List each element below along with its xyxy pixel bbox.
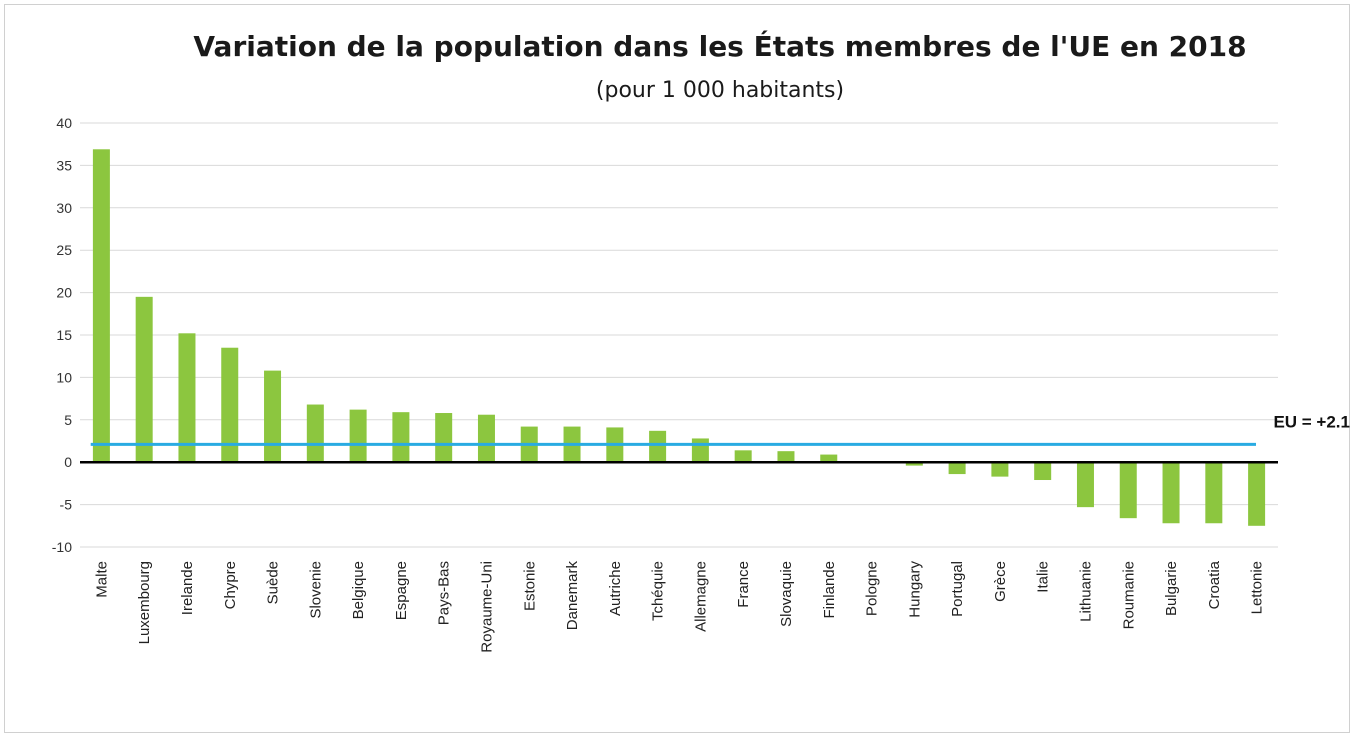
y-tick-label: 20: [56, 285, 72, 301]
bar: [221, 347, 239, 463]
bar: [991, 462, 1009, 477]
x-tick-label: France: [735, 561, 752, 608]
x-tick-label: Roumanie: [1120, 561, 1137, 629]
bar: [1119, 462, 1137, 519]
x-tick-label: Pays-Bas: [436, 561, 453, 625]
x-tick-label: Lithuanie: [1077, 561, 1094, 622]
x-tick-label: Tchéquie: [650, 561, 667, 621]
bar: [1034, 462, 1052, 481]
x-tick-label: Malte: [93, 561, 110, 598]
x-tick-label: Chypre: [222, 561, 239, 609]
bar: [734, 450, 752, 463]
x-tick-label: Bulgarie: [1163, 561, 1180, 616]
x-tick-label: Allemagne: [692, 561, 709, 632]
eu-average-label: EU = +2.1: [1273, 412, 1350, 431]
bar: [691, 438, 709, 463]
bars: [92, 149, 1266, 526]
x-tick-label: Irelande: [179, 561, 196, 615]
x-tick-label: Italie: [1035, 561, 1052, 593]
x-tick-label: Suède: [265, 561, 282, 604]
x-tick-label: Estonie: [521, 561, 538, 611]
y-tick-label: -10: [52, 539, 72, 555]
bar: [92, 149, 110, 463]
bar: [178, 333, 196, 463]
x-tick-label: Royaume-Uni: [478, 561, 495, 653]
y-tick-label: 0: [64, 454, 72, 470]
x-tick-label: Luxembourg: [136, 561, 153, 644]
x-tick-label: Portugal: [949, 561, 966, 617]
x-tick-label: Belgique: [350, 561, 367, 619]
y-tick-label: 30: [56, 200, 72, 216]
bar: [392, 412, 410, 463]
bar: [135, 296, 153, 463]
bar: [905, 462, 923, 466]
y-axis: -10 -5 0 5 10 15 20 25 30 35 40: [52, 115, 72, 555]
x-tick-label: Slovenie: [307, 561, 324, 619]
bar: [1248, 462, 1266, 526]
y-tick-label: -5: [60, 497, 73, 513]
y-tick-label: 35: [56, 157, 72, 173]
y-tick-label: 15: [56, 327, 72, 343]
bar: [820, 454, 838, 463]
y-tick-label: 25: [56, 242, 72, 258]
bar: [435, 413, 453, 463]
x-tick-label: Lettonie: [1249, 561, 1266, 614]
x-tick-label: Slovaquie: [778, 561, 795, 627]
bar: [1205, 462, 1223, 524]
bar: [948, 462, 966, 475]
x-tick-label: Croatia: [1206, 560, 1223, 609]
x-tick-label: Danemark: [564, 561, 581, 631]
eu-reference: EU = +2.1: [80, 412, 1350, 464]
y-tick-label: 40: [56, 115, 72, 131]
x-tick-label: Espagne: [393, 561, 410, 620]
chart-subtitle: (pour 1 000 habitants): [595, 78, 845, 103]
bar: [264, 370, 282, 463]
x-tick-label: Autriche: [607, 561, 624, 616]
x-tick-label: Hungary: [906, 561, 923, 618]
bar: [306, 404, 324, 463]
bar: [1162, 462, 1180, 524]
bar: [1076, 462, 1094, 508]
bar: [649, 430, 667, 463]
chart-title: Variation de la population dans les État…: [193, 30, 1247, 63]
x-tick-label: Grèce: [992, 561, 1009, 602]
bar: [777, 451, 795, 463]
y-tick-label: 10: [56, 369, 72, 385]
x-tick-label: Finlande: [821, 561, 838, 619]
bar: [477, 414, 495, 463]
gridlines: [80, 122, 1278, 548]
x-tick-label: Pologne: [864, 561, 881, 616]
bar: [349, 409, 367, 463]
y-tick-label: 5: [64, 412, 72, 428]
x-axis: Malte Luxembourg Irelande Chypre Suède Sloven…: [93, 560, 1265, 652]
